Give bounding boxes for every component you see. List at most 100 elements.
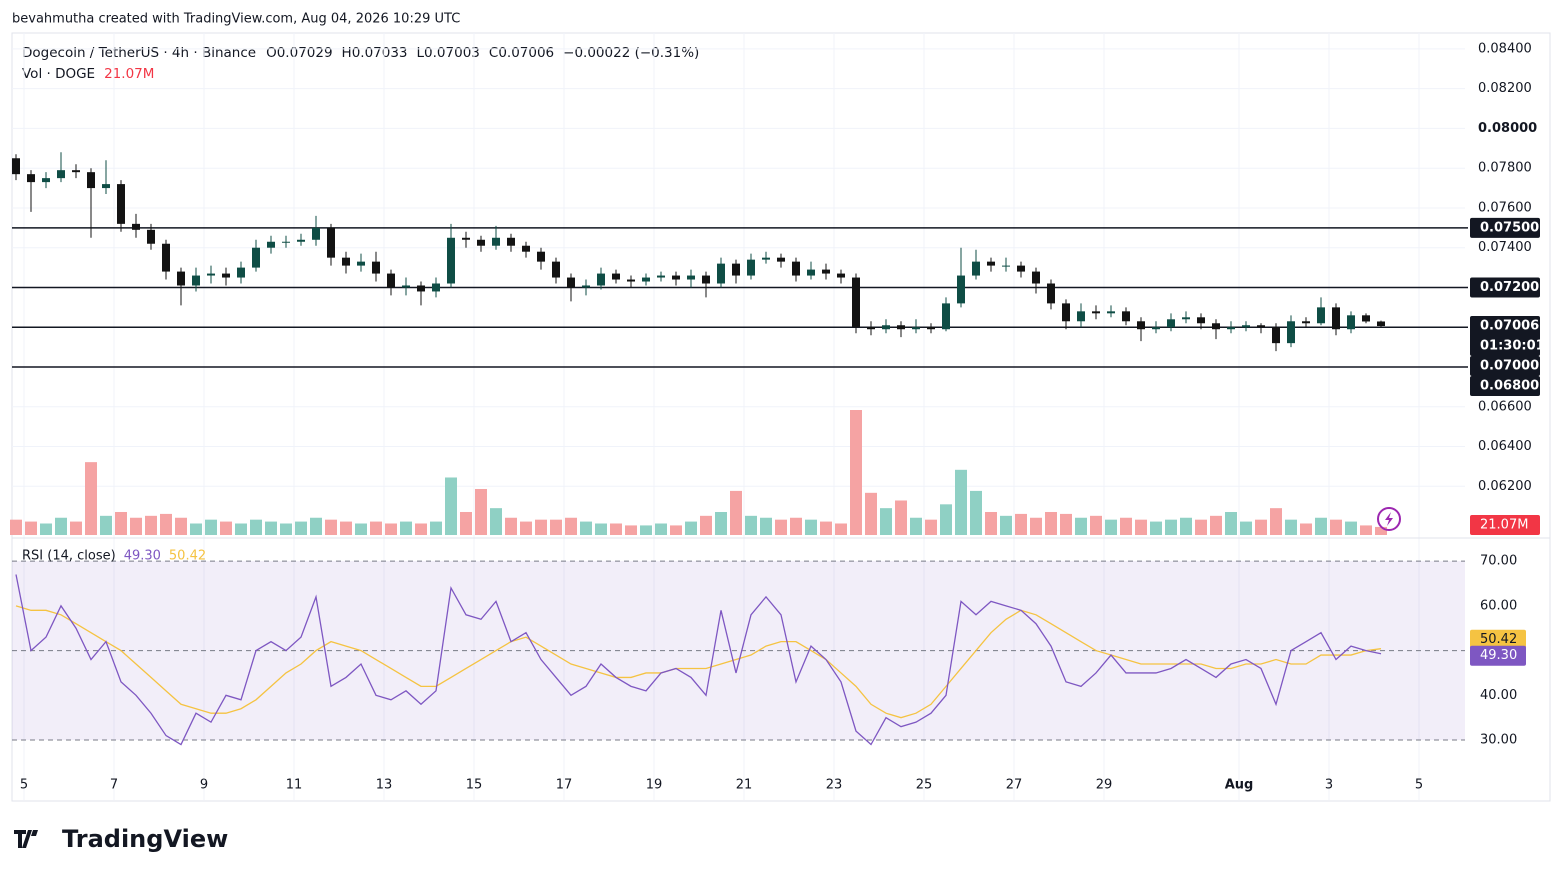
volume-bar: [460, 511, 472, 535]
candle-body: [1137, 321, 1145, 330]
volume-bar: [1135, 519, 1147, 535]
x-tick-label: 17: [556, 778, 573, 793]
x-tick-label: 21: [736, 778, 753, 793]
brand-name: TradingView: [62, 825, 228, 853]
volume-bar: [175, 517, 187, 535]
candle-body: [132, 223, 140, 230]
candle-body: [657, 275, 665, 278]
volume-bar: [1195, 519, 1207, 535]
volume-bar: [835, 523, 847, 535]
volume-bar: [1285, 519, 1297, 535]
volume-bar: [1240, 521, 1252, 535]
rsi-value-label: 49.30: [1480, 648, 1517, 663]
volume-bar: [790, 517, 802, 535]
candle-body: [612, 273, 620, 280]
attribution: bevahmutha created with TradingView.com,…: [12, 12, 460, 27]
candle-body: [147, 229, 155, 244]
volume-bar: [910, 517, 922, 535]
volume-bar: [1255, 519, 1267, 535]
volume-bar: [1375, 526, 1387, 535]
volume-bar: [820, 521, 832, 535]
candle-body: [1377, 321, 1385, 327]
volume-bar: [775, 519, 787, 535]
volume-bar: [235, 523, 247, 535]
volume-bar: [280, 523, 292, 535]
candle-body: [492, 237, 500, 246]
volume-bar: [340, 521, 352, 535]
volume-bar: [565, 517, 577, 535]
volume-bar: [145, 515, 157, 535]
price-label: 01:30:01: [1480, 339, 1545, 354]
y-tick-label: 0.08200: [1478, 81, 1532, 96]
y-tick-label: 0.06600: [1478, 399, 1532, 414]
volume-bar: [865, 492, 877, 535]
candle-body: [267, 241, 275, 248]
candle-body: [1047, 283, 1055, 304]
volume-bar: [1015, 513, 1027, 535]
candle-body: [732, 263, 740, 276]
candle-body: [222, 273, 230, 278]
candle-body: [1347, 315, 1355, 330]
volume-bar: [445, 477, 457, 535]
volume-bar: [805, 519, 817, 535]
volume-bar: [130, 517, 142, 535]
x-tick-label: 3: [1325, 778, 1333, 793]
volume-bar: [250, 519, 262, 535]
candle-body: [1122, 311, 1130, 322]
x-tick-label: 5: [1415, 778, 1423, 793]
candle-body: [102, 184, 110, 189]
volume-value: 21.07M: [104, 66, 154, 82]
candle-body: [162, 243, 170, 272]
rsi-header-value: 49.30: [124, 549, 161, 564]
volume-bar: [295, 521, 307, 535]
price-label-box: [1470, 356, 1540, 377]
volume-bar: [760, 517, 772, 535]
x-tick-label: 23: [826, 778, 843, 793]
candle-body: [1212, 323, 1220, 330]
candle-body: [477, 239, 485, 246]
candle-body: [1107, 311, 1115, 314]
rsi-tick-label: 30.00: [1480, 733, 1517, 748]
rsi-ma-label: 50.42: [1480, 632, 1517, 647]
y-tick-label: 0.07600: [1478, 200, 1532, 215]
volume-label: 21.07M: [1480, 518, 1528, 533]
volume-bar: [745, 515, 757, 535]
volume-bar: [430, 521, 442, 535]
volume-bar: [1060, 513, 1072, 535]
candle-body: [1152, 327, 1160, 330]
volume-bar: [190, 523, 202, 535]
candle-body: [1002, 265, 1010, 267]
brand-logo: [14, 830, 38, 848]
alert-bolt: [1385, 512, 1393, 526]
symbol: Dogecoin / TetherUS · 4h · Binance: [22, 45, 256, 61]
volume-bar: [1030, 517, 1042, 535]
volume-bar: [265, 521, 277, 535]
candle-body: [1242, 325, 1250, 328]
ohlc-value: O0.07029: [266, 45, 332, 61]
candle-body: [192, 275, 200, 286]
ohlc-value: L0.07003: [417, 45, 480, 61]
rsi-header-ma: 50.42: [169, 549, 206, 564]
volume-bar: [160, 513, 172, 535]
candle-body: [1362, 315, 1370, 322]
volume-bar: [310, 517, 322, 535]
volume-bar: [385, 523, 397, 535]
candle-body: [462, 237, 470, 240]
x-tick-label: 19: [646, 778, 663, 793]
volume-bar: [580, 521, 592, 535]
candle-body: [912, 327, 920, 330]
volume-bar: [505, 517, 517, 535]
candle-body: [252, 247, 260, 268]
candle-body: [12, 158, 20, 175]
volume-bar: [490, 508, 502, 535]
candle-body: [1317, 307, 1325, 324]
volume-bar: [325, 519, 337, 535]
volume-bar: [610, 523, 622, 535]
candle-body: [72, 170, 80, 173]
candle-body: [1167, 319, 1175, 328]
brand: TradingView: [14, 825, 228, 853]
volume-title: Vol · DOGE: [22, 66, 95, 82]
y-tick-label: 0.07800: [1478, 161, 1532, 176]
